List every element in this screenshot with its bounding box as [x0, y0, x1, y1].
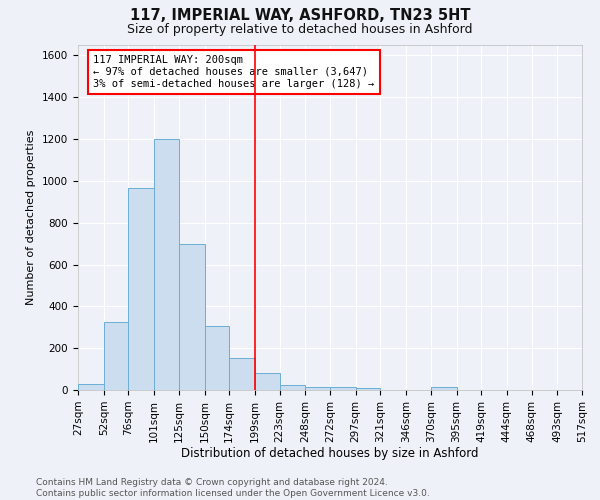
Text: 117 IMPERIAL WAY: 200sqm
← 97% of detached houses are smaller (3,647)
3% of semi: 117 IMPERIAL WAY: 200sqm ← 97% of detach… [93, 56, 374, 88]
Bar [78, 384, 104, 390]
Bar [104, 322, 128, 390]
Bar [431, 387, 457, 390]
Bar [229, 358, 255, 390]
Y-axis label: Number of detached properties: Number of detached properties [26, 130, 37, 305]
Bar [356, 388, 380, 390]
Text: Contains HM Land Registry data © Crown copyright and database right 2024.
Contai: Contains HM Land Registry data © Crown c… [36, 478, 430, 498]
Bar [154, 139, 179, 390]
Text: 117, IMPERIAL WAY, ASHFORD, TN23 5HT: 117, IMPERIAL WAY, ASHFORD, TN23 5HT [130, 8, 470, 22]
Text: Size of property relative to detached houses in Ashford: Size of property relative to detached ho… [127, 22, 473, 36]
Bar [128, 188, 154, 390]
Bar [179, 244, 205, 390]
Bar [255, 374, 280, 390]
Bar [330, 387, 356, 390]
Bar [305, 387, 330, 390]
Bar [205, 326, 229, 390]
Bar [280, 385, 305, 390]
X-axis label: Distribution of detached houses by size in Ashford: Distribution of detached houses by size … [181, 448, 479, 460]
Bar [582, 387, 600, 390]
